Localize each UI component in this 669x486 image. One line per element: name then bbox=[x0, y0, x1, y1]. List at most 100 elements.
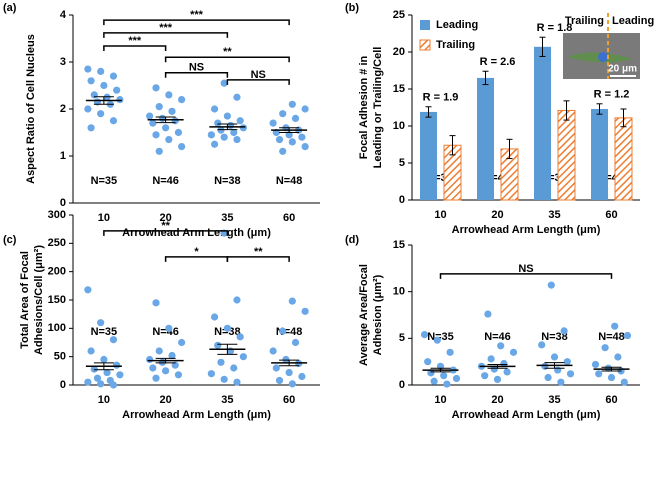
bar bbox=[557, 109, 576, 201]
y-tick-label: 5 bbox=[399, 157, 405, 169]
y-tick-label: 150 bbox=[48, 294, 66, 306]
data-point bbox=[158, 358, 167, 366]
x-axis-title: Arrowhead Arm Length (μm) bbox=[122, 227, 271, 239]
data-point bbox=[282, 355, 290, 364]
data-point bbox=[291, 338, 300, 347]
data-point bbox=[146, 355, 154, 364]
data-point bbox=[97, 380, 105, 388]
data-point bbox=[113, 361, 121, 369]
data-point bbox=[226, 347, 235, 355]
y-tick-label: 3 bbox=[60, 56, 66, 68]
data-point bbox=[210, 313, 219, 321]
data-point bbox=[220, 79, 228, 87]
data-point bbox=[178, 96, 186, 104]
significance-label: *** bbox=[159, 22, 173, 34]
data-point bbox=[279, 147, 287, 155]
x-tick-label: 10 bbox=[434, 209, 446, 221]
significance-label: ** bbox=[161, 220, 170, 232]
data-point bbox=[93, 374, 102, 382]
x-tick-label: 10 bbox=[98, 212, 110, 224]
y-tick-label: 50 bbox=[54, 351, 66, 363]
significance-label: *** bbox=[190, 9, 204, 21]
significance-label: NS bbox=[518, 263, 533, 275]
n-label: N=46 bbox=[484, 331, 511, 343]
data-point bbox=[239, 353, 247, 361]
data-point bbox=[563, 358, 571, 366]
data-point bbox=[503, 368, 511, 376]
significance-bracket bbox=[164, 56, 290, 63]
data-point bbox=[427, 369, 435, 377]
ratio-annotation: R = 1.8 bbox=[537, 22, 573, 34]
data-point bbox=[275, 135, 284, 144]
data-point bbox=[239, 124, 247, 132]
data-point bbox=[223, 112, 231, 120]
data-point bbox=[497, 342, 505, 350]
data-point bbox=[484, 310, 492, 318]
data-point bbox=[178, 338, 186, 347]
data-point bbox=[288, 100, 296, 108]
data-point bbox=[550, 353, 559, 361]
bar bbox=[534, 46, 551, 200]
legend-label: Leading bbox=[436, 19, 478, 31]
x-tick-label: 60 bbox=[283, 394, 295, 406]
data-point bbox=[97, 110, 105, 118]
significance-label: ** bbox=[223, 46, 232, 58]
data-point bbox=[214, 119, 222, 127]
inset-label: Leading bbox=[612, 15, 654, 27]
data-point bbox=[269, 119, 277, 127]
data-point bbox=[301, 105, 309, 113]
data-point bbox=[607, 373, 616, 382]
data-point bbox=[601, 344, 609, 352]
data-point bbox=[233, 135, 241, 144]
data-point bbox=[500, 359, 508, 368]
y-axis-title: Focal Adhesion # in bbox=[358, 55, 370, 159]
y-tick-label: 5 bbox=[399, 332, 405, 344]
data-point bbox=[100, 81, 108, 90]
panel-label: (b) bbox=[345, 2, 359, 14]
y-tick-label: 4 bbox=[60, 9, 67, 21]
significance-bracket bbox=[439, 273, 613, 279]
data-point bbox=[220, 375, 228, 383]
data-point bbox=[298, 372, 306, 381]
n-label: N=46 bbox=[152, 175, 179, 187]
y-tick-label: 0 bbox=[60, 379, 66, 391]
data-point bbox=[481, 372, 489, 380]
bar bbox=[477, 77, 494, 200]
data-point bbox=[236, 117, 244, 125]
data-point bbox=[560, 327, 568, 335]
panel-label: (c) bbox=[3, 234, 17, 246]
data-point bbox=[214, 341, 222, 349]
data-point bbox=[217, 358, 225, 366]
data-point bbox=[165, 324, 173, 332]
data-point bbox=[97, 67, 105, 75]
data-point bbox=[84, 378, 92, 386]
y-tick-label: 0 bbox=[60, 197, 66, 209]
data-point bbox=[162, 367, 170, 375]
data-point bbox=[509, 348, 518, 356]
y-tick-label: 200 bbox=[48, 266, 66, 278]
data-point bbox=[291, 114, 300, 122]
y-axis-title: Adhesion (μm²) bbox=[372, 274, 384, 355]
data-point bbox=[87, 124, 95, 132]
data-point bbox=[440, 372, 448, 380]
data-point bbox=[620, 378, 628, 386]
legend-swatch bbox=[419, 39, 431, 51]
data-point bbox=[547, 281, 555, 289]
ratio-annotation: R = 1.9 bbox=[423, 92, 459, 104]
x-tick-label: 35 bbox=[548, 394, 560, 406]
y-tick-label: 250 bbox=[48, 237, 66, 249]
significance-label: NS bbox=[251, 69, 266, 81]
data-point bbox=[275, 376, 284, 385]
x-tick-label: 35 bbox=[221, 394, 233, 406]
significance-label: ** bbox=[254, 246, 263, 258]
data-point bbox=[223, 324, 231, 332]
bar bbox=[614, 117, 633, 201]
data-point bbox=[207, 131, 215, 139]
data-point bbox=[207, 370, 215, 378]
data-point bbox=[611, 322, 619, 330]
data-point bbox=[210, 105, 219, 113]
data-point bbox=[230, 128, 238, 137]
data-point bbox=[84, 65, 92, 73]
significance-bracket bbox=[103, 230, 229, 236]
data-point bbox=[84, 105, 92, 113]
